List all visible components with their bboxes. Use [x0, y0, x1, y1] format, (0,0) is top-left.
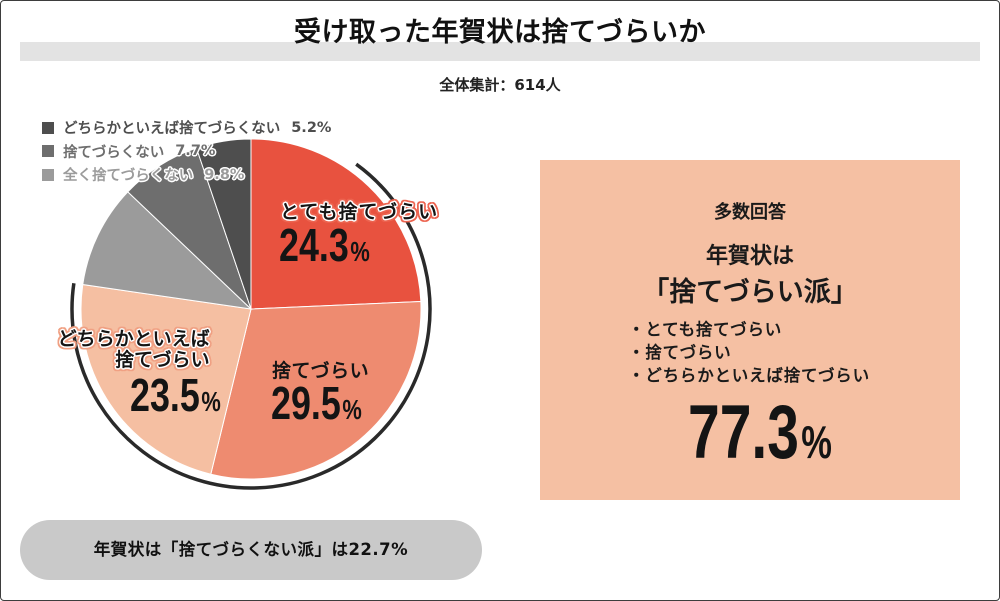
- summary-item-list: ・とても捨てづらい ・捨てづらい ・どちらかといえば捨てづらい: [628, 318, 870, 387]
- title-band: [20, 42, 980, 61]
- summary-line-1: 年賀状は: [705, 244, 794, 269]
- slice-value-hard: 29.5%: [271, 380, 362, 433]
- chart-subtitle: 全体集計：614人: [439, 76, 561, 94]
- pie-slice-5: [195, 138, 252, 310]
- legend-value-number: 7.7: [175, 143, 201, 160]
- legend-value-number: 5.2: [291, 119, 317, 136]
- legend-label: 全く捨てづらくない: [63, 168, 194, 185]
- legend-value: 5.2%: [291, 120, 331, 136]
- legend-label: どちらかといえば捨てづらくない: [63, 121, 281, 138]
- summary-total-number: 77.3: [688, 390, 799, 475]
- legend-value: 7.7%: [175, 143, 215, 159]
- legend-value: 9.8%: [204, 167, 244, 183]
- slice-value-unit: %: [201, 386, 221, 417]
- majority-summary-box: 多数回答 年賀状は 「捨てづらい派」 ・とても捨てづらい ・捨てづらい ・どちら…: [540, 160, 960, 500]
- slice-label-hard: 捨てづらい: [272, 360, 370, 382]
- summary-item: ・とても捨てづらい: [628, 320, 783, 339]
- chart-title: 受け取った年賀状は捨てづらいか: [294, 17, 706, 48]
- pie-slice-1: [210, 301, 422, 480]
- minority-note-pill: 年賀状は「捨てづらくない派」は22.7%: [20, 520, 482, 580]
- legend: どちらかといえば捨てづらくない 5.2% 捨てづらくない 7.7% 全く捨てづら…: [42, 116, 331, 187]
- minority-note-text: 年賀状は「捨てづらくない派」は22.7%: [93, 540, 409, 559]
- summary-item: ・捨てづらい: [628, 343, 732, 362]
- legend-value-unit: %: [316, 119, 332, 136]
- legend-item-not-hard: 捨てづらくない 7.7%: [42, 140, 331, 164]
- slice-value-somewhat-hard: 23.5%: [130, 372, 221, 425]
- legend-value-number: 9.8: [204, 166, 230, 183]
- pie-slice-0: [250, 138, 422, 310]
- pie-slice-3: [82, 191, 253, 310]
- slice-value-unit: %: [342, 394, 362, 425]
- summary-line-2: 「捨てづらい派」: [642, 277, 858, 308]
- summary-heading: 多数回答: [714, 202, 786, 223]
- slice-value-unit: %: [350, 236, 370, 267]
- slice-value-number: 29.5: [271, 377, 341, 429]
- slice-value-very-hard: 24.3%: [279, 222, 370, 275]
- slice-value-number: 23.5: [130, 369, 200, 421]
- legend-value-unit: %: [229, 166, 245, 183]
- summary-item: ・どちらかといえば捨てづらい: [628, 366, 870, 385]
- legend-swatch: [42, 168, 54, 181]
- legend-value-unit: %: [200, 143, 216, 160]
- majority-bracket-arc: [70, 162, 432, 490]
- legend-swatch: [42, 121, 54, 134]
- legend-item-not-hard-at-all: 全く捨てづらくない 9.8%: [42, 163, 331, 187]
- slice-label-somewhat-hard: どちらかといえば捨てづらい: [57, 328, 210, 371]
- summary-total-unit: %: [801, 416, 832, 468]
- legend-item-somewhat-not-hard: どちらかといえば捨てづらくない 5.2%: [42, 116, 331, 140]
- legend-label: 捨てづらくない: [63, 144, 165, 161]
- pie-slice-2: [80, 283, 252, 475]
- summary-total-value: 77.3%: [688, 395, 832, 480]
- legend-swatch: [42, 145, 54, 158]
- slice-label-very-hard: とても捨てづらい: [280, 201, 439, 223]
- slice-value-number: 24.3: [279, 219, 349, 271]
